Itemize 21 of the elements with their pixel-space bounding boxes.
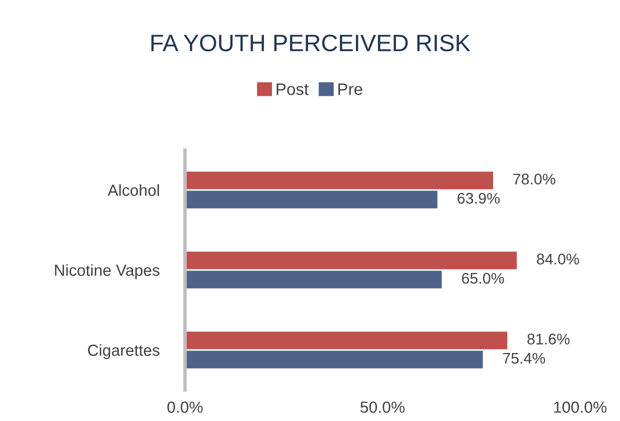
bar: [185, 270, 442, 288]
data-label: 84.0%: [536, 254, 580, 264]
y-tick-label: Cigarettes: [88, 344, 160, 360]
bar: [185, 332, 508, 350]
x-tick-label: 0.0%: [167, 402, 203, 413]
data-label: 75.4%: [503, 352, 546, 364]
legend-label: Post: [276, 83, 309, 96]
data-label: 63.9%: [458, 192, 500, 204]
bar: [185, 190, 438, 208]
bar: [185, 252, 517, 270]
bar: [185, 172, 494, 190]
data-label: 81.6%: [527, 334, 570, 344]
data-label: 78.0%: [513, 174, 556, 184]
bar: [185, 350, 483, 368]
y-tick-label: Nicotine Vapes: [55, 264, 160, 280]
y-tick-label: Alcohol: [108, 184, 159, 196]
x-tick-label: 50.0%: [360, 402, 405, 413]
x-tick-label: 100.0%: [554, 402, 607, 413]
legend-label: Pre: [338, 83, 362, 96]
chart-title: FA YOUTH PERCEIVED RISK: [151, 34, 470, 52]
data-label: 65.0%: [462, 272, 504, 284]
